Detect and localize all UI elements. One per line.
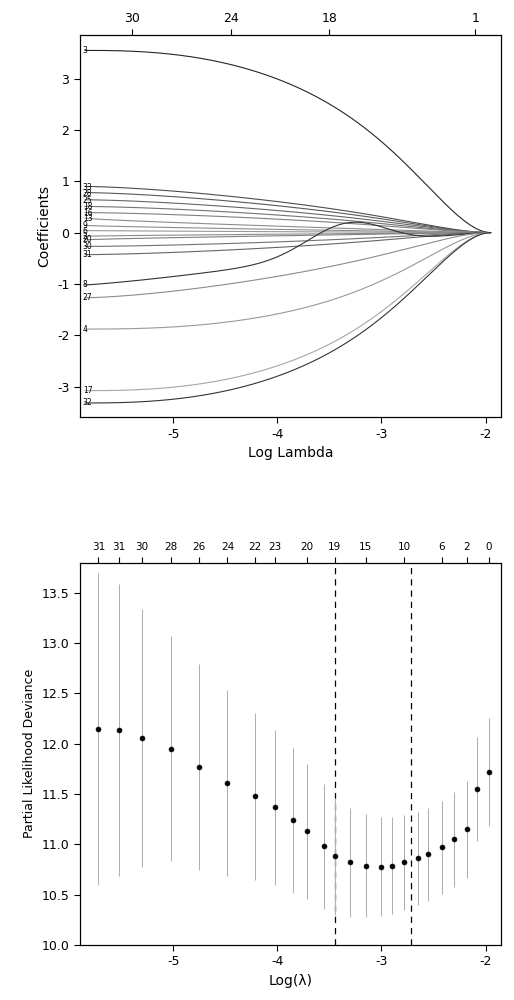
Text: 28: 28 — [83, 189, 93, 198]
Text: 3: 3 — [83, 46, 88, 55]
Text: 4: 4 — [83, 325, 88, 334]
X-axis label: Log(λ): Log(λ) — [268, 974, 313, 988]
Text: 33: 33 — [83, 183, 93, 192]
Text: 16: 16 — [83, 209, 93, 218]
X-axis label: Log Lambda: Log Lambda — [248, 446, 333, 460]
Y-axis label: Partial Likelihood Deviance: Partial Likelihood Deviance — [23, 669, 36, 838]
Text: 27: 27 — [83, 293, 93, 302]
Text: 2: 2 — [83, 232, 87, 241]
Text: 9: 9 — [83, 221, 88, 230]
Text: 13: 13 — [83, 214, 93, 223]
Text: 8: 8 — [83, 280, 87, 289]
Text: 30: 30 — [83, 242, 93, 251]
Text: 31: 31 — [83, 250, 93, 259]
Text: 20: 20 — [83, 235, 93, 244]
Text: 32: 32 — [83, 398, 93, 407]
Y-axis label: Coefficients: Coefficients — [38, 185, 51, 267]
Text: 25: 25 — [83, 196, 93, 205]
Text: 18: 18 — [83, 202, 93, 211]
Text: 6: 6 — [83, 227, 88, 236]
Text: 17: 17 — [83, 386, 93, 395]
